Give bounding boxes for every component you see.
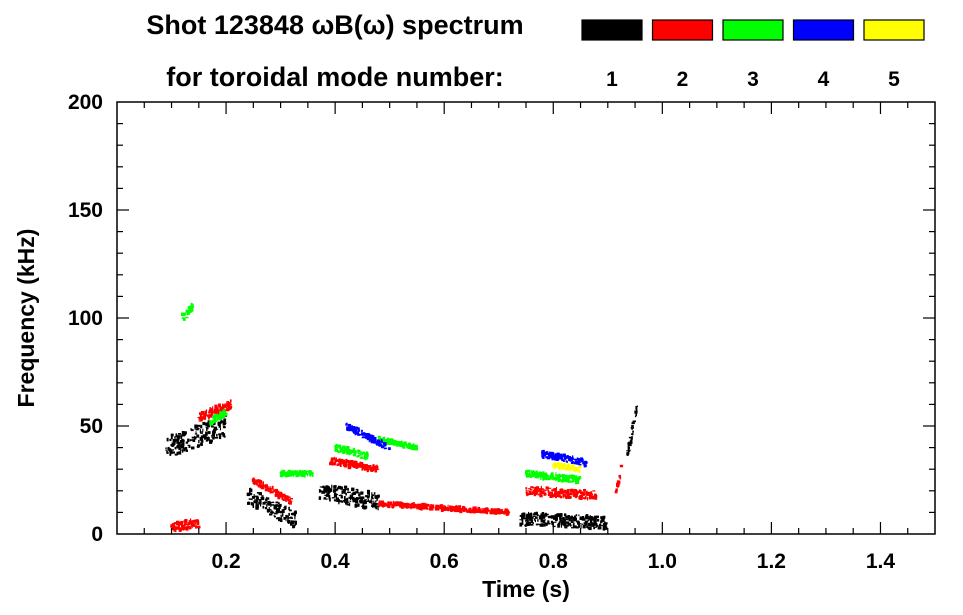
legend-label-1: 1: [606, 68, 618, 91]
band-mode-1-2: [318, 484, 380, 511]
band-mode-2-6: [614, 464, 624, 494]
band-mode-1-1: [246, 487, 297, 529]
band-mode-2-2: [251, 477, 293, 505]
band-mode-1-3: [519, 511, 608, 531]
x-tick-label: 0.6: [430, 550, 459, 573]
band-mode-2-3: [329, 456, 380, 473]
x-tick-label: 1.2: [757, 550, 786, 573]
x-tick-label: 1.4: [866, 550, 896, 573]
legend-swatch-3: [722, 19, 784, 41]
band-mode-2-5: [525, 485, 598, 501]
legend-swatch-2: [651, 19, 714, 41]
y-axis-label: Frequency (kHz): [13, 229, 39, 408]
band-mode-4-1: [541, 449, 588, 468]
y-tick-label: 200: [68, 91, 103, 114]
x-tick-label: 0.2: [211, 550, 240, 573]
legend-swatch-1: [581, 19, 643, 41]
chart-title: Shot 123848 ωB(ω) spectrum: [146, 10, 523, 40]
x-tick-label: 0.8: [539, 550, 569, 573]
band-mode-2-1: [197, 399, 233, 422]
legend: 1 2 3 4 5: [581, 19, 925, 91]
y-tick-label: 150: [68, 199, 103, 222]
band-mode-3-1: [209, 409, 228, 426]
x-axis-label: Time (s): [482, 576, 570, 602]
legend-label-4: 4: [818, 68, 830, 91]
legend-label-2: 2: [677, 68, 689, 91]
band-mode-1-0: [165, 415, 228, 456]
band-mode-5-0: [552, 461, 583, 473]
band-mode-3-5: [525, 469, 582, 485]
band-mode-3-0: [181, 302, 195, 321]
band-mode-4-0: [345, 422, 391, 451]
band-mode-3-3: [334, 443, 369, 461]
band-mode-2-0: [170, 518, 201, 533]
y-tick-label: 100: [68, 307, 103, 330]
y-tick-label: 0: [91, 523, 103, 546]
chart-subtitle: for toroidal mode number:: [166, 62, 504, 92]
legend-label-5: 5: [888, 68, 900, 91]
plot-marks: [165, 302, 638, 533]
y-tick-label: 50: [80, 415, 103, 438]
x-tick-label: 0.4: [321, 550, 351, 573]
x-tick-label: 1.0: [648, 550, 677, 573]
band-mode-1-4: [626, 405, 638, 456]
plot-frame: [116, 101, 936, 535]
axis-ticks: 0.2 0.4 0.6 0.8 1.0 1.2 1.4 0 50 100 150 200: [68, 91, 935, 573]
band-mode-3-2: [279, 469, 314, 478]
legend-swatch-4: [792, 19, 855, 41]
band-mode-2-4: [378, 500, 511, 516]
legend-swatch-5: [863, 19, 925, 41]
legend-label-3: 3: [747, 68, 759, 91]
